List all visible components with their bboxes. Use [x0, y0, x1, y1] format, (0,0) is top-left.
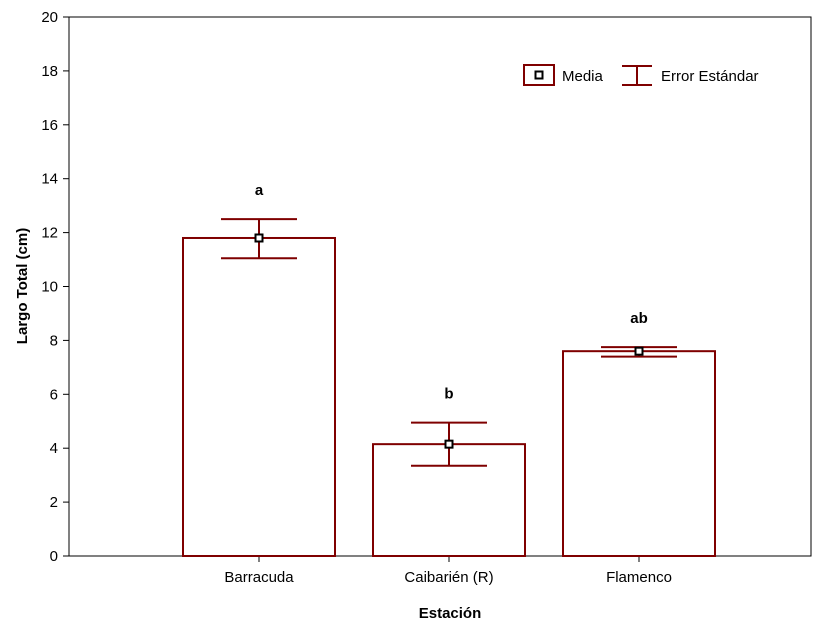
legend-error-label: Error Estándar	[661, 68, 759, 85]
y-tick-label: 12	[41, 225, 58, 242]
mean-markers	[254, 233, 644, 449]
y-tick-label: 18	[41, 63, 58, 80]
y-tick-label: 20	[41, 9, 58, 26]
y-tick-label: 8	[50, 332, 58, 349]
legend: Media Error Estándar	[523, 64, 759, 86]
y-tick-label: 0	[50, 548, 58, 565]
x-tick-label: Flamenco	[606, 569, 672, 586]
error-bars	[221, 218, 677, 467]
legend-mean-marker	[534, 70, 544, 80]
mean-marker	[634, 346, 644, 356]
x-tick-label: Barracuda	[224, 569, 294, 586]
x-axis-title: Estación	[419, 605, 482, 622]
significance-label: a	[255, 182, 264, 199]
y-tick-label: 16	[41, 117, 58, 134]
bar	[562, 350, 716, 557]
significance-label: ab	[630, 310, 648, 327]
mean-marker	[254, 233, 264, 243]
x-tick-label: Caibarién (R)	[404, 569, 493, 586]
y-tick-label: 2	[50, 494, 58, 511]
significance-label: b	[444, 386, 453, 403]
y-tick-label: 14	[41, 171, 58, 188]
y-axis-title: Largo Total (cm)	[14, 228, 31, 344]
y-tick-label: 10	[41, 279, 58, 296]
legend-error-swatch	[622, 65, 652, 86]
legend-mean-label: Media	[562, 68, 604, 85]
bar	[182, 236, 336, 558]
y-tick-label: 6	[50, 386, 58, 403]
y-tick-label: 4	[50, 440, 58, 457]
bars	[182, 236, 716, 558]
mean-marker	[444, 439, 454, 449]
